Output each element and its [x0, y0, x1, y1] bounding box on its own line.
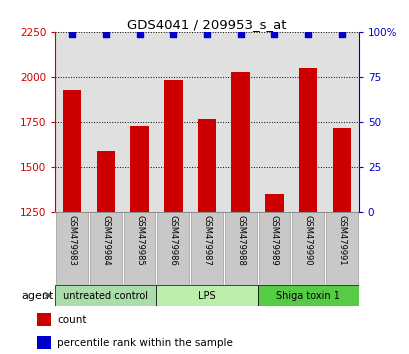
Bar [56, 212, 88, 285]
Text: GSM479983: GSM479983 [67, 215, 76, 266]
Text: GSM479988: GSM479988 [236, 215, 245, 266]
Point [69, 31, 75, 36]
Point [237, 31, 243, 36]
Text: Shiga toxin 1: Shiga toxin 1 [276, 291, 339, 301]
Text: percentile rank within the sample: percentile rank within the sample [57, 337, 233, 348]
Bar [97, 151, 115, 212]
Bar [124, 212, 155, 285]
Text: GSM479986: GSM479986 [169, 215, 178, 266]
Text: GSM479985: GSM479985 [135, 215, 144, 266]
Bar [292, 212, 323, 285]
Point [338, 31, 344, 36]
Text: GSM479990: GSM479990 [303, 215, 312, 265]
Bar [90, 212, 121, 285]
Bar [130, 126, 148, 212]
Text: LPS: LPS [198, 291, 215, 301]
Point [136, 31, 143, 36]
Point [270, 31, 277, 36]
Bar [298, 68, 317, 212]
Bar [258, 212, 290, 285]
Point [102, 31, 109, 36]
Bar [325, 212, 357, 285]
Bar [37, 336, 51, 349]
Bar [257, 285, 358, 306]
Title: GDS4041 / 209953_s_at: GDS4041 / 209953_s_at [127, 18, 286, 31]
Text: count: count [57, 315, 87, 325]
Bar [265, 194, 283, 212]
Bar [157, 212, 189, 285]
Bar [332, 127, 350, 212]
Bar [197, 119, 216, 212]
Bar [55, 285, 156, 306]
Text: GSM479984: GSM479984 [101, 215, 110, 266]
Bar [231, 72, 249, 212]
Text: GSM479991: GSM479991 [337, 215, 346, 265]
Bar [37, 313, 51, 326]
Text: untreated control: untreated control [63, 291, 148, 301]
Point [203, 31, 210, 36]
Text: GSM479989: GSM479989 [269, 215, 278, 266]
Text: GSM479987: GSM479987 [202, 215, 211, 266]
Text: agent: agent [21, 291, 54, 301]
Bar [191, 212, 222, 285]
Bar [63, 90, 81, 212]
Point [304, 31, 311, 36]
Bar [164, 80, 182, 212]
Point [170, 31, 176, 36]
Bar [225, 212, 256, 285]
Bar [156, 285, 257, 306]
